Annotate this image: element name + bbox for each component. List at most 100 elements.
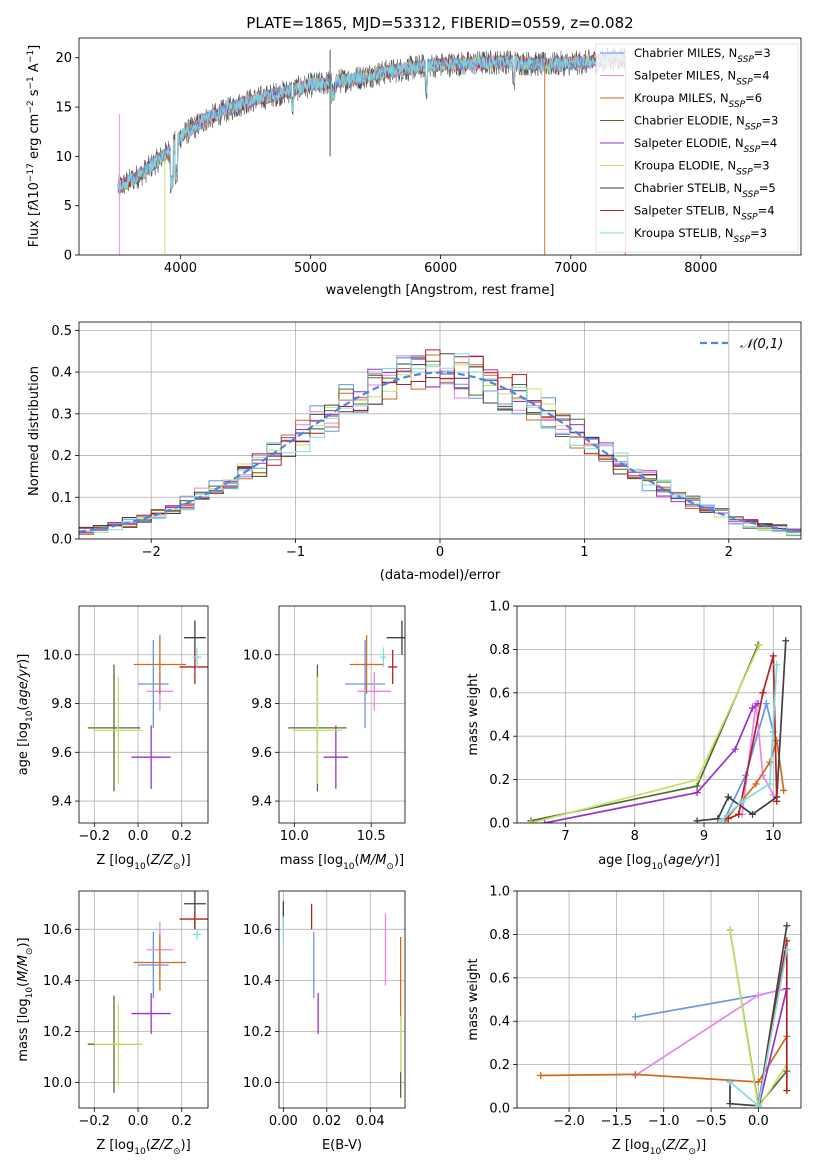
x-tick-label: 6000 (424, 261, 457, 276)
x-axis-label: Z [log10(Z/Z⊙)] (612, 1138, 706, 1157)
x-tick-label: 0.02 (312, 1114, 341, 1129)
axes-mass-vs-ebv: 0.00 0.02 0.04 10.0 10.2 10.4 10.6 E(B-V) (243, 890, 406, 1153)
y-axis-label: age [log10(age/yr)] (16, 654, 35, 776)
y-tick-label: 10.6 (43, 923, 72, 938)
x-axis-label: wavelength [Angstrom, rest frame] (326, 283, 555, 298)
x-tick-label: −0.2 (79, 1114, 111, 1129)
weight-marker (782, 637, 790, 645)
weight-marker (693, 789, 701, 797)
weight-marker (537, 1071, 545, 1079)
y-tick-label: 10 (55, 150, 72, 165)
legend-label: Kroupa MILES, NSSP=6 (634, 91, 762, 110)
weight-marker (726, 1100, 734, 1108)
weight-marker (731, 745, 739, 753)
legend-label: Salpeter STELIB, NSSP=4 (634, 204, 775, 223)
x-axis-label: mass [log10(M/M⊙)] (280, 853, 404, 872)
y-tick-label: 10.2 (243, 1025, 272, 1040)
axes-spectrum: 4000 5000 6000 7000 8000 0 5 10 15 20 Chabrier MIL… (26, 37, 802, 298)
y-axis-label: mass [log10(M/M⊙)] (16, 937, 35, 1061)
x-tick-label: 0.0 (748, 1114, 769, 1129)
legend-label: Chabrier MILES, NSSP=3 (634, 46, 771, 65)
weight-marker (724, 793, 732, 801)
y-tick-label: 0.0 (51, 533, 72, 548)
y-tick-label: 5 (64, 199, 72, 214)
axes-weight-vs-Z: −2.0 −1.5 −1.0 −0.5 0.0 0.0 0.2 0.4 0.6 0.8 1.0 Z [… (466, 885, 802, 1157)
y-tick-label: 9.4 (51, 795, 72, 810)
y-tick-label: 9.6 (51, 746, 72, 761)
plot-area (79, 891, 208, 1108)
y-tick-label: 0.1 (51, 491, 72, 506)
y-tick-label: 20 (55, 51, 72, 66)
y-tick-label: 0.2 (489, 773, 510, 788)
y-tick-label: 9.8 (51, 697, 72, 712)
weight-marker (773, 661, 781, 669)
weight-marker (693, 776, 701, 784)
ticks: 0.00 0.02 0.04 10.0 10.2 10.4 10.6 (243, 923, 385, 1129)
weight-marker (766, 758, 774, 766)
y-tick-label: 10.4 (43, 974, 72, 989)
x-tick-label: 0.2 (171, 1114, 192, 1129)
plot-area (517, 891, 801, 1108)
x-tick-label: 2 (725, 545, 733, 560)
y-tick-label: 0.0 (489, 1102, 510, 1117)
y-tick-label: 10.6 (243, 923, 272, 938)
y-tick-label: 9.8 (251, 697, 272, 712)
weight-marker (527, 819, 535, 823)
weight-marker (783, 922, 791, 930)
x-axis-label: E(B-V) (322, 1138, 362, 1153)
weight-line (544, 702, 759, 823)
axes-frame (78, 37, 802, 256)
x-tick-label: 7000 (554, 261, 587, 276)
x-tick-label: 0.0 (128, 1114, 149, 1129)
x-axis-label: (data-model)/error (380, 568, 501, 583)
legend: Chabrier MILES, NSSP=3 Salpeter MILES, NS… (595, 43, 799, 253)
y-tick-label: 0.2 (489, 1058, 510, 1073)
histogram-line (79, 353, 801, 533)
x-tick-label: −1.0 (648, 1114, 680, 1129)
y-tick-label: 0.2 (51, 449, 72, 464)
x-tick-label: 5000 (294, 261, 327, 276)
legend-label: 𝒩(0,1) (740, 337, 783, 352)
weight-marker (724, 815, 732, 823)
axes-frame (78, 605, 209, 824)
axes-frame (78, 321, 802, 540)
y-tick-label: 0.8 (489, 928, 510, 943)
plot-area (517, 606, 801, 823)
x-tick-label: −0.5 (695, 1114, 727, 1129)
weight-marker (738, 797, 746, 805)
y-axis-label: mass weight (466, 958, 481, 1040)
y-tick-label: 9.4 (251, 795, 272, 810)
ticks: −0.2 0.0 0.2 9.4 9.6 9.8 10.0 (43, 648, 192, 844)
y-tick-label: 0.6 (489, 686, 510, 701)
weight-marker (759, 689, 767, 697)
weight-marker (631, 1070, 639, 1078)
y-axis-label: Normed distribution (27, 366, 42, 496)
y-tick-label: 0.5 (51, 324, 72, 339)
x-axis-label: Z [log10(Z/Z⊙)] (96, 1138, 190, 1157)
x-tick-label: 0.2 (171, 829, 192, 844)
weight-marker (693, 782, 701, 790)
y-axis-label: mass weight (466, 673, 481, 755)
x-axis-label: age [log10(age/yr)] (598, 853, 720, 872)
y-tick-label: 10.0 (243, 1076, 272, 1091)
y-tick-label: 10.0 (43, 1076, 72, 1091)
weight-marker (693, 817, 701, 823)
y-tick-label: 0.4 (489, 1015, 510, 1030)
weight-marker (783, 1087, 791, 1095)
weight-marker (769, 652, 777, 660)
x-tick-label: −1.5 (601, 1114, 633, 1129)
y-tick-label: 0.4 (51, 366, 72, 381)
histogram-line (79, 349, 801, 531)
y-tick-label: 10.4 (243, 974, 272, 989)
weight-marker (752, 780, 760, 788)
y-tick-label: 0.0 (489, 817, 510, 832)
legend-label: Chabrier ELODIE, NSSP=3 (634, 114, 778, 133)
x-tick-label: 10.5 (357, 829, 386, 844)
plot-area (79, 322, 801, 539)
weight-line (720, 664, 778, 822)
weight-marker (773, 737, 781, 745)
weight-marker (762, 700, 770, 708)
y-tick-label: 0.6 (489, 971, 510, 986)
weight-marker (631, 1013, 639, 1021)
